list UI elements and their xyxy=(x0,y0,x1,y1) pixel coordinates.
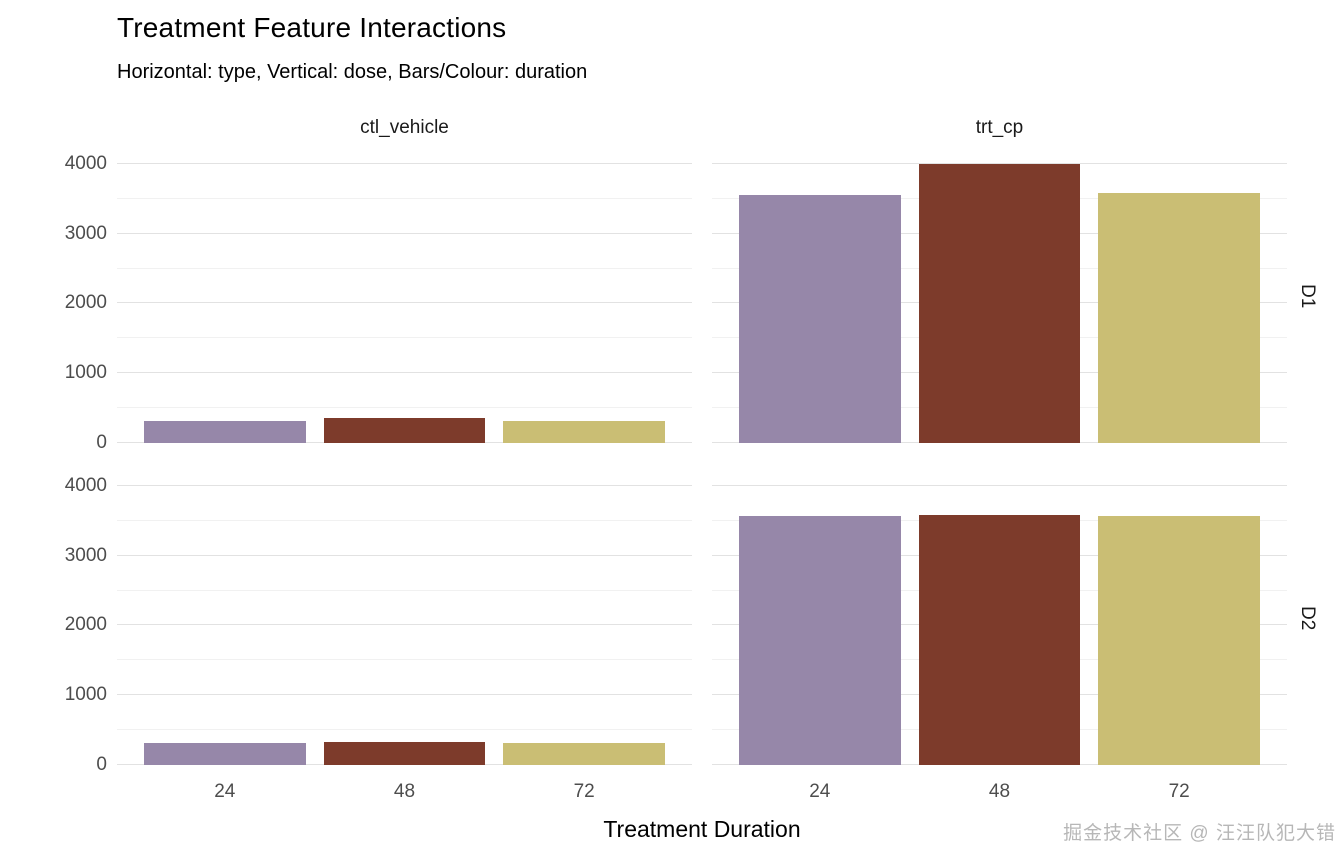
y-axis-tick-label: 3000 xyxy=(64,544,107,566)
facet-row-label: D1 xyxy=(1297,284,1318,309)
panel-D2-ctl_vehicle xyxy=(117,472,692,765)
minor-gridline xyxy=(117,197,692,199)
x-axis: 24 48 72 xyxy=(117,765,692,815)
minor-gridline xyxy=(117,519,692,521)
panel-D1-ctl_vehicle xyxy=(117,150,692,443)
y-axis-tick-label: 4000 xyxy=(64,474,107,496)
y-axis-tick-label: 0 xyxy=(96,754,107,775)
major-gridline xyxy=(117,372,692,374)
watermark: 掘金技术社区 @ 汪汪队犯大错 xyxy=(1063,823,1336,844)
major-gridline xyxy=(117,694,692,696)
y-axis-tick-label: 2000 xyxy=(64,614,107,636)
x-tick-label: 24 xyxy=(809,781,831,802)
panel-D2-trt_cp xyxy=(712,472,1287,765)
facet-row-label: D2 xyxy=(1297,606,1318,631)
major-gridline xyxy=(117,484,692,486)
x-tick-label: 24 xyxy=(214,781,236,802)
major-gridline xyxy=(712,484,1287,486)
y-axis: 0 1000 2000 3000 4000 xyxy=(0,150,117,452)
minor-gridline xyxy=(117,267,692,269)
major-gridline xyxy=(117,624,692,626)
bar-duration-72 xyxy=(1098,193,1261,443)
x-tick-label: 48 xyxy=(988,781,1011,802)
facet-row-strip: D2 xyxy=(1287,472,1344,765)
minor-gridline xyxy=(117,729,692,731)
bar-duration-24 xyxy=(738,515,901,765)
bar-duration-72 xyxy=(503,420,666,443)
bar-duration-24 xyxy=(738,194,901,443)
panel-D1-trt_cp xyxy=(712,150,1287,443)
major-gridline xyxy=(117,302,692,304)
y-axis-tick-label: 1000 xyxy=(64,362,107,384)
bar-duration-72 xyxy=(1098,515,1261,765)
minor-gridline xyxy=(117,589,692,591)
x-axis-title: Treatment Duration xyxy=(603,816,801,842)
bar-duration-24 xyxy=(143,420,306,443)
facet-col-label: trt_cp xyxy=(975,117,1024,138)
minor-gridline xyxy=(117,407,692,409)
y-axis: 0 1000 2000 3000 4000 xyxy=(0,472,117,774)
x-tick-label: 72 xyxy=(1168,781,1190,802)
facet-col-label: ctl_vehicle xyxy=(360,117,449,138)
y-axis-tick-label: 4000 xyxy=(64,152,107,174)
minor-gridline xyxy=(117,337,692,339)
y-axis-tick-label: 2000 xyxy=(64,292,107,314)
major-gridline xyxy=(712,162,1287,164)
major-gridline xyxy=(117,162,692,164)
x-axis: 24 48 72 xyxy=(712,765,1287,815)
bar-duration-72 xyxy=(503,742,666,765)
bar-duration-48 xyxy=(323,417,486,443)
chart-subtitle: Horizontal: type, Vertical: dose, Bars/C… xyxy=(117,61,588,83)
bar-duration-24 xyxy=(143,742,306,765)
chart-title: Treatment Feature Interactions xyxy=(117,12,507,43)
major-gridline xyxy=(117,554,692,556)
bar-duration-48 xyxy=(918,163,1081,443)
major-gridline xyxy=(117,232,692,234)
bar-duration-48 xyxy=(323,742,486,765)
y-axis-tick-label: 3000 xyxy=(64,222,107,244)
y-axis-tick-label: 0 xyxy=(96,432,107,453)
facet-grid: ctl_vehicle trt_cp 0 1000 2000 3000 4000 D1 0 100… xyxy=(0,106,1344,815)
y-axis-tick-label: 1000 xyxy=(64,684,107,706)
x-tick-label: 48 xyxy=(393,781,416,802)
x-tick-label: 72 xyxy=(573,781,595,802)
facet-row-strip: D1 xyxy=(1287,150,1344,443)
minor-gridline xyxy=(117,659,692,661)
bar-duration-48 xyxy=(918,515,1081,765)
